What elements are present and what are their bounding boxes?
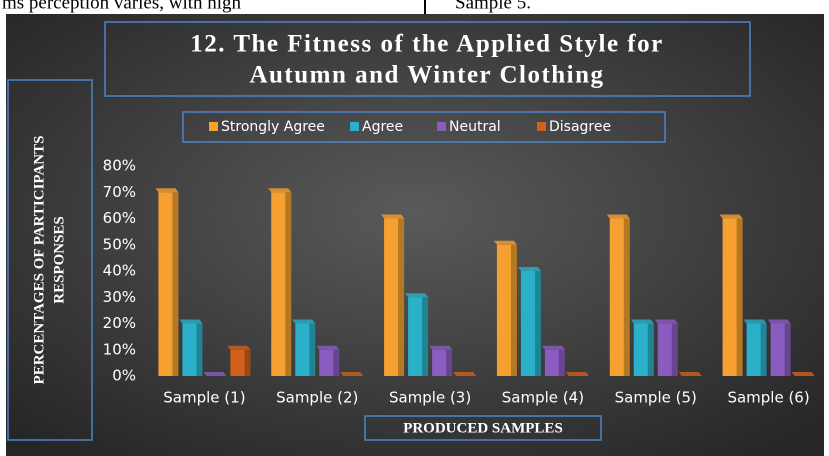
bar-top: [565, 372, 589, 376]
legend-label: Disagree: [549, 119, 611, 135]
y-tick-label: 10%: [103, 340, 136, 358]
bar-shade: [510, 244, 517, 376]
bar: [408, 297, 429, 376]
bar: [633, 323, 654, 376]
bar-shade: [623, 218, 630, 376]
bar-top: [381, 214, 405, 219]
bar-shade: [422, 297, 429, 376]
x-tick-label: Sample (2): [276, 389, 358, 407]
bar-shade: [558, 349, 565, 376]
title-box: [104, 21, 751, 97]
y-tick-label: 60%: [103, 209, 136, 227]
bar-top: [678, 372, 702, 376]
bar-shade: [172, 192, 179, 376]
legend-label: Agree: [362, 119, 403, 135]
bar: [746, 323, 767, 376]
bar: [657, 323, 678, 376]
x-tick-label: Sample (1): [163, 389, 245, 407]
bar-shade: [736, 218, 743, 376]
bar-shade: [398, 218, 405, 376]
y-label: PERCENTAGES OF PARTICIPANTS RESPONSES: [31, 136, 67, 385]
y-tick-label: 70%: [103, 183, 136, 201]
y-tick-label: 50%: [103, 235, 136, 253]
bar: [722, 218, 743, 376]
legend-label: Strongly Agree: [221, 119, 325, 135]
y-label-box: [7, 79, 93, 441]
bar-shade: [534, 271, 541, 376]
bar-top: [268, 188, 292, 193]
bar-top: [179, 319, 203, 324]
bar: [384, 218, 405, 376]
page-text: Sample 5.: [455, 0, 531, 13]
bar: [544, 349, 565, 376]
bar: [230, 349, 251, 376]
bar: [295, 323, 316, 376]
legend-swatch: [209, 122, 218, 131]
bar-shade: [647, 323, 654, 376]
bar-top: [155, 188, 179, 193]
legend-swatch: [537, 122, 546, 131]
chart-background: [6, 14, 824, 456]
bar-top: [493, 240, 517, 245]
bar-shade: [333, 349, 340, 376]
y-axis-title: RESPONSES: [51, 216, 67, 304]
bar-top: [429, 345, 453, 350]
page-text: ms perception varies, with high: [2, 0, 242, 13]
bar-top: [340, 372, 364, 376]
bar: [432, 349, 453, 376]
bar-top: [316, 345, 340, 350]
y-axis-title: PERCENTAGES OF PARTICIPANTS: [31, 136, 47, 385]
bar-top: [453, 372, 477, 376]
bar-top: [606, 214, 630, 219]
bar-top: [203, 372, 227, 376]
bar-top: [227, 345, 251, 350]
bar-top: [743, 319, 767, 324]
y-tick-label: 20%: [103, 314, 136, 332]
bar: [609, 218, 630, 376]
x-tick-label: Sample (5): [615, 389, 697, 407]
bar: [520, 271, 541, 376]
bar-shade: [285, 192, 292, 376]
bar-shade: [244, 349, 251, 376]
bar: [770, 323, 791, 376]
x-label-box: [364, 415, 602, 441]
bar-top: [630, 319, 654, 324]
bar-top: [292, 319, 316, 324]
y-tick-label: 40%: [103, 262, 136, 280]
legend-swatch: [350, 122, 359, 131]
bar: [496, 244, 517, 376]
legend-box: [182, 111, 666, 143]
bar-shade: [309, 323, 316, 376]
bar: [182, 323, 203, 376]
x-axis-title: PRODUCED SAMPLES: [403, 420, 563, 436]
chart-title: 12. The Fitness of the Applied Style for: [190, 31, 663, 58]
bar-top: [654, 319, 678, 324]
bar-shade: [446, 349, 453, 376]
x-tick-label: Sample (3): [389, 389, 471, 407]
y-tick-label: 30%: [103, 288, 136, 306]
bar-top: [517, 267, 541, 271]
bar-top: [719, 214, 743, 219]
bar-top: [767, 319, 791, 324]
bar-shade: [671, 323, 678, 376]
bar: [319, 349, 340, 376]
legend-label: Neutral: [449, 119, 501, 135]
bar-shade: [760, 323, 767, 376]
x-tick-label: Sample (4): [502, 389, 584, 407]
y-tick-label: 0%: [112, 367, 136, 385]
x-tick-label: Sample (6): [727, 389, 809, 407]
bar-top: [405, 293, 429, 298]
bar-top: [541, 345, 565, 350]
chart-title: Autumn and Winter Clothing: [249, 62, 604, 89]
bar: [271, 192, 292, 376]
bar-top: [791, 372, 815, 376]
bar-shade: [784, 323, 791, 376]
y-tick-label: 80%: [103, 157, 136, 175]
bar-shade: [196, 323, 203, 376]
legend-swatch: [437, 122, 446, 131]
bar: [158, 192, 179, 376]
